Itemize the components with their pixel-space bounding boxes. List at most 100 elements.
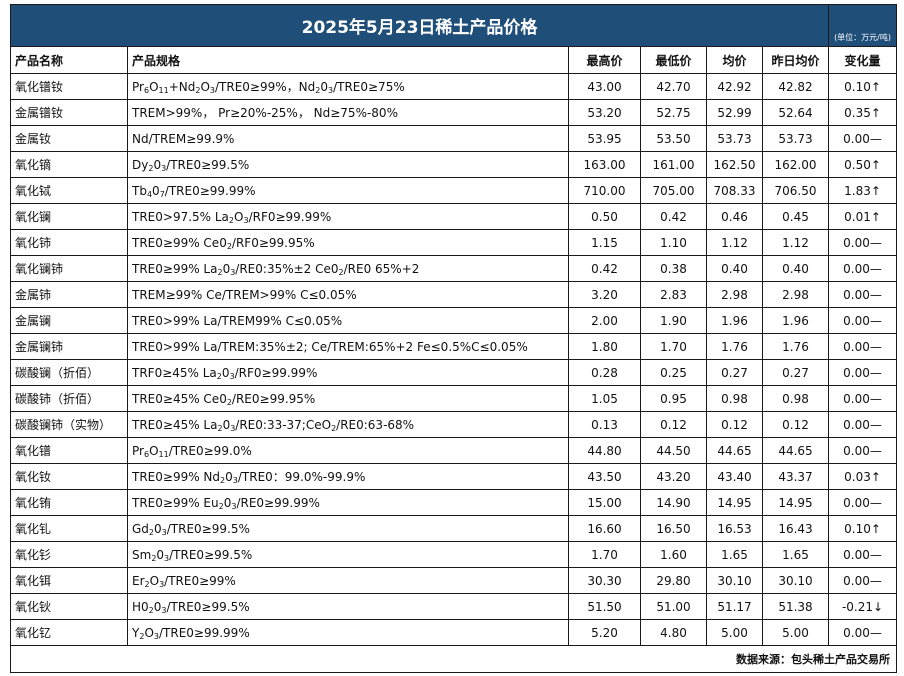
prev-avg-price-cell: 0.12 [761,411,830,438]
prev-avg-price-cell: 14.95 [761,489,830,516]
prev-avg-price-cell: 0.45 [761,203,830,230]
avg-price-cell: 53.73 [706,125,763,152]
high-price-cell: 5.20 [568,619,641,646]
low-price-cell: 0.42 [640,203,707,230]
product-name-cell: 氧化钐 [10,541,128,568]
change-cell: 0.00— [828,437,898,464]
product-name-cell: 氧化钕 [10,463,128,490]
avg-price-cell: 1.76 [706,333,763,360]
prev-avg-price-cell: 0.98 [761,385,830,412]
header-high: 最高价 [568,46,641,74]
avg-price-cell: 162.50 [706,151,763,178]
high-price-cell: 53.20 [568,99,641,126]
low-price-cell: 51.00 [640,593,707,620]
table-row: 金属铈 TREM≥99% Ce/TREM>99% C≤0.05% 3.20 2.83 2… [10,281,898,308]
change-cell: 0.00— [828,489,898,516]
prev-avg-price-cell: 0.40 [761,255,830,282]
high-price-cell: 43.50 [568,463,641,490]
change-cell: 0.00— [828,229,898,256]
high-price-cell: 16.60 [568,515,641,542]
product-name-cell: 氧化铒 [10,567,128,594]
avg-price-cell: 0.46 [706,203,763,230]
table-row: 碳酸镧（折佰） TRF0≥45% La203/RF0≥99.99% 0.28 0.25… [10,359,898,386]
table-row: 金属镧铈 TRE0>99% La/TREM:35%±2; Ce/TREM:65%+… [10,333,898,360]
product-name-cell: 氧化铈 [10,229,128,256]
avg-price-cell: 30.10 [706,567,763,594]
product-name-cell: 氧化镨钕 [10,73,128,100]
prev-avg-price-cell: 5.00 [761,619,830,646]
product-spec-cell: TRE0≥99% La203/RE0:35%±2 Ce02/RE0 65%+2 [127,255,569,282]
product-name-cell: 金属镧铈 [10,333,128,360]
avg-price-cell: 43.40 [706,463,763,490]
table-row: 氧化镝 Dy203/TRE0≥99.5% 163.00 161.00 162.50 162… [10,151,898,178]
product-name-cell: 氧化铽 [10,177,128,204]
low-price-cell: 2.83 [640,281,707,308]
prev-avg-price-cell: 1.65 [761,541,830,568]
prev-avg-price-cell: 2.98 [761,281,830,308]
high-price-cell: 2.00 [568,307,641,334]
low-price-cell: 1.60 [640,541,707,568]
low-price-cell: 0.25 [640,359,707,386]
table-row: 氧化镨钕 Pr6O11+Nd2O3/TRE0≥99%，Nd203/TRE0≥75%… [10,73,898,100]
prev-avg-price-cell: 51.38 [761,593,830,620]
prev-avg-price-cell: 43.37 [761,463,830,490]
prev-avg-price-cell: 1.12 [761,229,830,256]
avg-price-cell: 52.99 [706,99,763,126]
product-spec-cell: TRE0≥99% Eu203/RE0≥99.99% [127,489,569,516]
low-price-cell: 4.80 [640,619,707,646]
header-name: 产品名称 [10,46,128,74]
footer-row: 数据来源：包头稀土产品交易所 [9,645,898,673]
product-name-cell: 氧化镨 [10,437,128,464]
prev-avg-price-cell: 1.96 [761,307,830,334]
high-price-cell: 710.00 [568,177,641,204]
table-row: 金属镨钕 TREM>99%， Pr≥20%-25%， Nd≥75%-80% 53.2… [10,99,898,126]
prev-avg-price-cell: 16.43 [761,515,830,542]
high-price-cell: 1.80 [568,333,641,360]
product-spec-cell: TRE0≥45% Ce02/RE0≥99.95% [127,385,569,412]
product-spec-cell: TRE0>97.5% La2O3/RF0≥99.99% [127,203,569,230]
product-name-cell: 金属镨钕 [10,99,128,126]
table-row: 氧化钆 Gd203/TRE0≥99.5% 16.60 16.50 16.53 16.43 0… [10,515,898,542]
table-row: 氧化钇 Y2O3/TRE0≥99.99% 5.20 4.80 5.00 5.00 0.00— [10,619,898,646]
low-price-cell: 44.50 [640,437,707,464]
prev-avg-price-cell: 162.00 [761,151,830,178]
high-price-cell: 43.00 [568,73,641,100]
title-row: 2025年5月23日稀土产品价格 (单位：万元/吨) [9,4,898,47]
high-price-cell: 0.28 [568,359,641,386]
high-price-cell: 1.05 [568,385,641,412]
price-table: 2025年5月23日稀土产品价格 (单位：万元/吨) 产品名称 产品规格 最高价… [9,4,898,673]
low-price-cell: 14.90 [640,489,707,516]
low-price-cell: 29.80 [640,567,707,594]
low-price-cell: 0.12 [640,411,707,438]
low-price-cell: 42.70 [640,73,707,100]
header-spec: 产品规格 [127,46,569,74]
change-cell: 0.01↑ [828,203,898,230]
change-cell: -0.21↓ [828,593,898,620]
prev-avg-price-cell: 53.73 [761,125,830,152]
high-price-cell: 1.15 [568,229,641,256]
avg-price-cell: 0.40 [706,255,763,282]
product-name-cell: 氧化镧铈 [10,255,128,282]
high-price-cell: 44.80 [568,437,641,464]
unit-label: (单位：万元/吨) [828,4,898,47]
product-name-cell: 氧化钬 [10,593,128,620]
avg-price-cell: 708.33 [706,177,763,204]
table-row: 氧化镧 TRE0>97.5% La2O3/RF0≥99.99% 0.50 0.42 0.… [10,203,898,230]
product-spec-cell: Pr6O11+Nd2O3/TRE0≥99%，Nd203/TRE0≥75% [127,73,569,100]
product-spec-cell: TRF0≥45% La203/RF0≥99.99% [127,359,569,386]
table-row: 氧化铈 TRE0≥99% Ce02/RF0≥99.95% 1.15 1.10 1.12 1… [10,229,898,256]
data-source: 数据来源：包头稀土产品交易所 [9,645,898,673]
header-prev-avg: 昨日均价 [761,46,830,74]
change-cell: 0.35↑ [828,99,898,126]
product-name-cell: 金属钕 [10,125,128,152]
avg-price-cell: 51.17 [706,593,763,620]
change-cell: 0.00— [828,307,898,334]
table-row: 氧化镧铈 TRE0≥99% La203/RE0:35%±2 Ce02/RE0 65… [10,255,898,282]
table-row: 碳酸铈（折佰） TRE0≥45% Ce02/RE0≥99.95% 1.05 0.95 0… [10,385,898,412]
high-price-cell: 30.30 [568,567,641,594]
product-name-cell: 氧化钇 [10,619,128,646]
avg-price-cell: 14.95 [706,489,763,516]
high-price-cell: 0.50 [568,203,641,230]
low-price-cell: 16.50 [640,515,707,542]
change-cell: 0.00— [828,541,898,568]
